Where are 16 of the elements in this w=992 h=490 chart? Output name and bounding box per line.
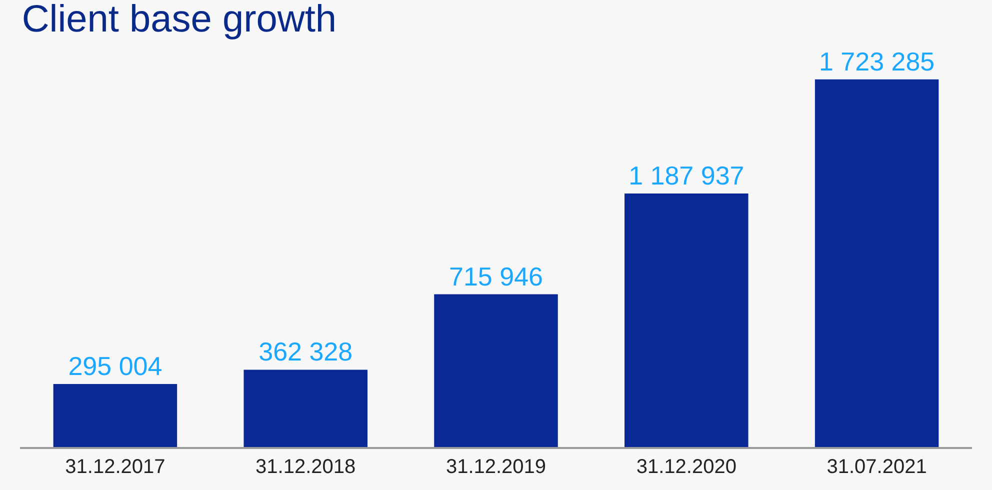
data-label: 295 004 — [68, 351, 162, 382]
bar — [814, 79, 939, 447]
x-tick-label: 31.12.2018 — [256, 456, 356, 478]
x-tick-label: 31.12.2019 — [446, 456, 546, 478]
data-label: 1 723 285 — [818, 46, 935, 76]
x-tick-label: 31.07.2021 — [826, 456, 927, 478]
chart-title: Client base growth — [22, 0, 337, 40]
bar — [624, 194, 748, 447]
bar — [434, 294, 558, 447]
data-label: 1 187 937 — [628, 160, 744, 191]
bar — [244, 370, 368, 447]
bar — [53, 384, 178, 447]
x-tick-label: 31.12.2020 — [636, 456, 736, 478]
x-tick-label: 31.12.2017 — [65, 456, 166, 478]
data-label: 715 946 — [449, 261, 543, 292]
data-label: 362 328 — [258, 336, 353, 367]
